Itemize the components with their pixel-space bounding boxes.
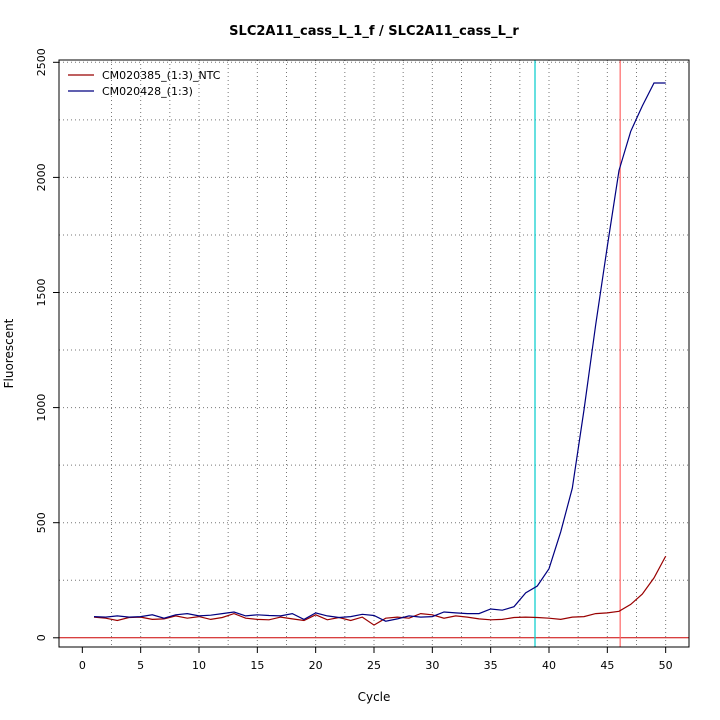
x-tick-label: 5 [137, 659, 144, 672]
x-tick-label: 50 [659, 659, 673, 672]
y-tick-label: 1500 [35, 278, 48, 306]
legend-label: CM020385_(1:3)_NTC [102, 69, 221, 82]
threshold-lines [534, 60, 621, 647]
x-tick-label: 20 [309, 659, 323, 672]
x-axis: 0 5 10 15 20 25 30 35 40 45 50 [79, 647, 673, 672]
y-tick-label: 0 [35, 634, 48, 641]
x-tick-label: 25 [367, 659, 381, 672]
x-axis-label: Cycle [358, 690, 391, 704]
legend-label: CM020428_(1:3) [102, 85, 193, 98]
y-tick-label: 500 [35, 512, 48, 533]
series-line [93, 555, 667, 626]
chart-title: SLC2A11_cass_L_1_f / SLC2A11_cass_L_r [229, 24, 519, 39]
x-tick-label: 15 [250, 659, 264, 672]
y-tick-label: 2500 [35, 48, 48, 76]
series-lines [93, 82, 667, 626]
y-axis-label: Fluorescent [2, 318, 16, 388]
x-tick-label: 40 [542, 659, 556, 672]
y-tick-label: 1000 [35, 394, 48, 422]
series-line [93, 82, 666, 622]
y-tick-label: 2000 [35, 163, 48, 191]
x-tick-label: 45 [600, 659, 614, 672]
x-tick-label: 35 [484, 659, 498, 672]
x-tick-label: 10 [192, 659, 206, 672]
y-axis: 0 500 1000 1500 2000 2500 [35, 48, 59, 641]
legend: CM020385_(1:3)_NTC CM020428_(1:3) [68, 69, 221, 98]
x-tick-label: 30 [425, 659, 439, 672]
x-tick-label: 0 [79, 659, 86, 672]
